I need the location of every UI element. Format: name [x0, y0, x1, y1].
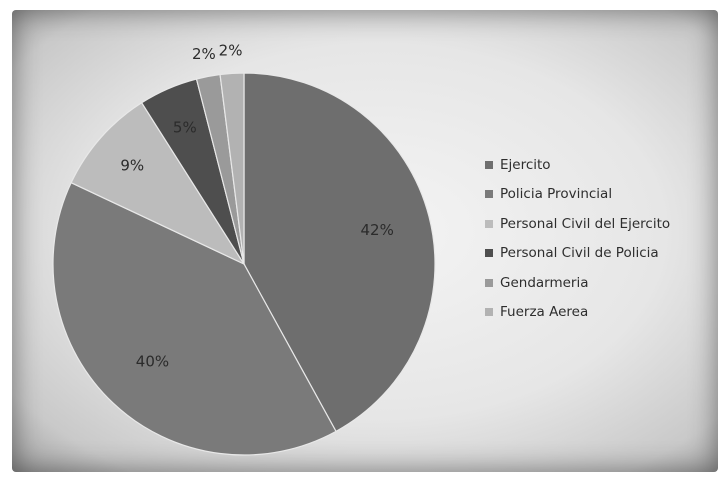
slice-label-ejercito: 42% — [361, 221, 394, 239]
legend-item-personal-civil-de-policia: Personal Civil de Policia — [485, 239, 670, 269]
legend-swatch — [485, 249, 493, 258]
pie-labels: 42% 40% 9% 5% 2% 2% — [120, 42, 394, 371]
legend-swatch — [485, 219, 493, 228]
legend-label: Personal Civil del Ejercito — [500, 215, 671, 232]
pie-slice-policia-provincial — [52, 181, 337, 456]
legend-swatch — [485, 308, 493, 317]
legend-item-policia-provincial: Policia Provincial — [485, 180, 670, 210]
legend-label: Personal Civil de Policia — [500, 245, 659, 262]
legend-label: Gendarmeria — [500, 274, 589, 291]
slice-label-fuerza-aerea: 2% — [219, 42, 243, 60]
slice-label-personal-civil-del-ejercito: 9% — [120, 156, 144, 174]
legend-item-ejercito: Ejercito — [485, 150, 670, 180]
legend-item-personal-civil-del-ejercito: Personal Civil del Ejercito — [485, 209, 670, 239]
slice-label-personal-civil-de-policia: 5% — [173, 118, 197, 136]
pie-slice-personal-civil-del-ejercito — [70, 101, 246, 266]
legend-swatch — [485, 190, 493, 199]
legend: Ejercito Policia Provincial Personal Civil… — [485, 150, 670, 327]
legend-item-gendarmeria: Gendarmeria — [485, 268, 670, 298]
legend-item-fuerza-aerea: Fuerza Aerea — [485, 298, 670, 328]
legend-label: Fuerza Aerea — [500, 304, 589, 321]
pie-slices — [52, 72, 436, 456]
legend-swatch — [485, 160, 493, 169]
pie-slice-fuerza-aerea — [219, 72, 245, 265]
slice-label-policia-provincial: 40% — [136, 352, 169, 370]
legend-swatch — [485, 278, 493, 287]
pie-slice-ejercito — [243, 72, 436, 433]
legend-label: Ejercito — [500, 156, 551, 173]
slice-label-gendarmeria: 2% — [192, 45, 216, 63]
legend-label: Policia Provincial — [500, 186, 613, 203]
